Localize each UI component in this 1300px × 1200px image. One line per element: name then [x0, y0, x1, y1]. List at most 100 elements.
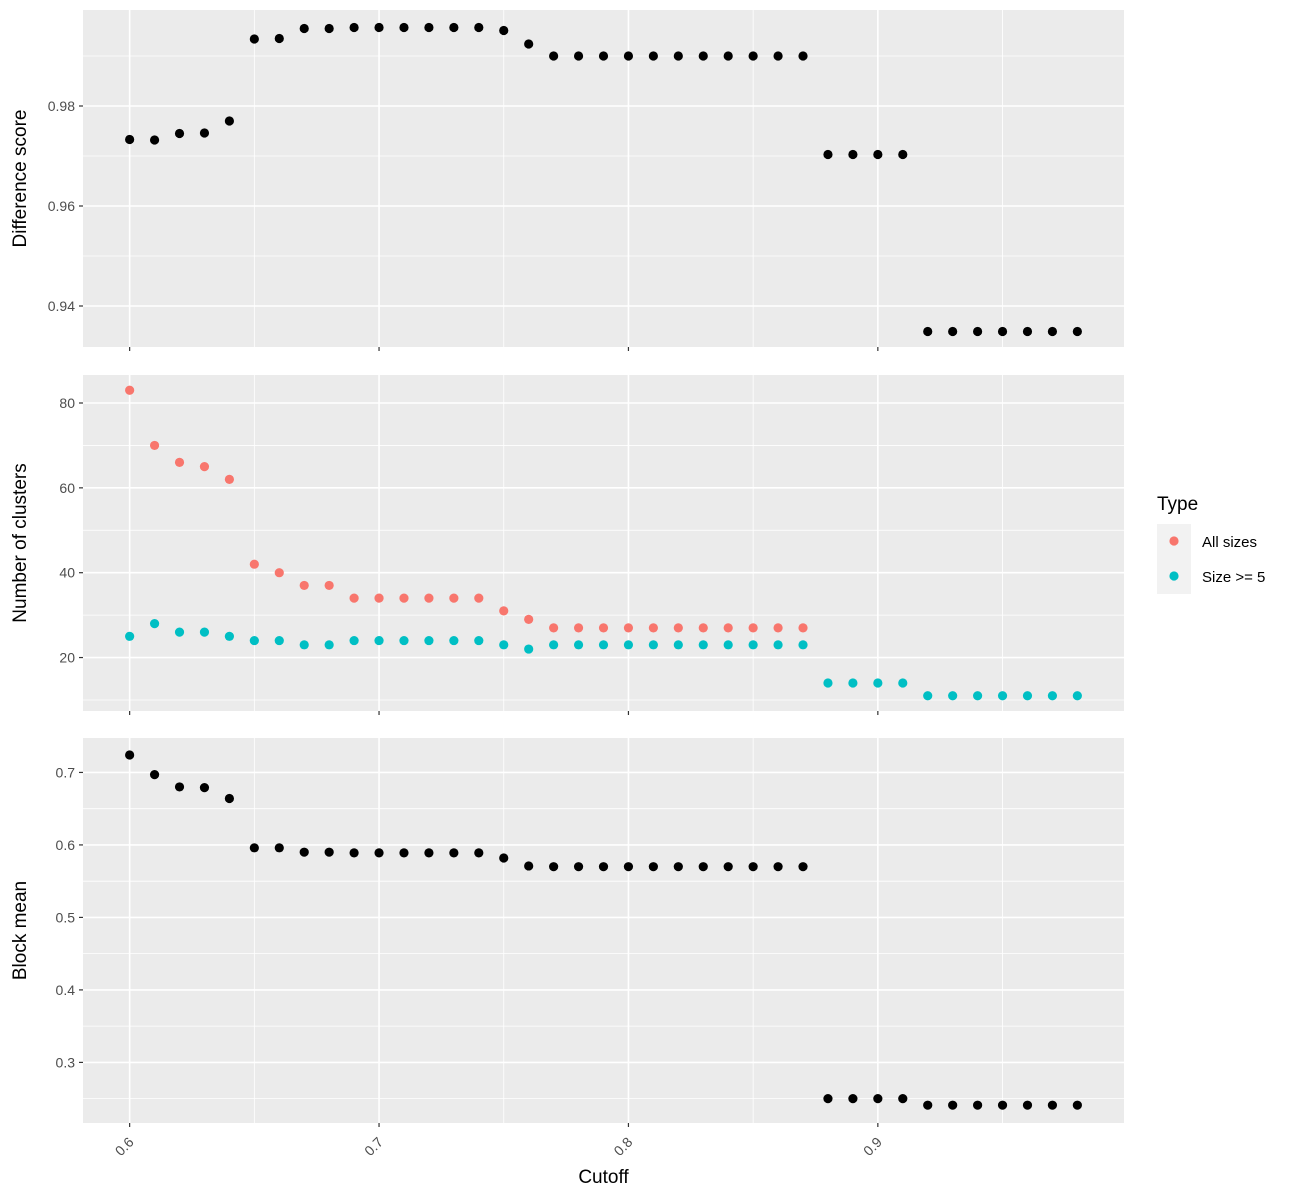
panel-background [83, 375, 1124, 711]
data-point [174, 627, 185, 637]
data-point [923, 326, 933, 337]
panels-group: 0.94 0.96 0.98 Difference score 20 40 60 80 Numb… [10, 10, 1124, 1159]
data-point [524, 614, 534, 624]
data-point [274, 568, 284, 578]
data-point [573, 862, 584, 872]
y-tick-label: 0.4 [56, 982, 76, 998]
data-point [549, 640, 559, 650]
data-point [499, 25, 509, 36]
y-axis-title: Difference score [10, 110, 31, 248]
data-point [623, 640, 634, 650]
data-point [1072, 691, 1082, 701]
x-tick-label: 0.6 [112, 1134, 137, 1159]
panel-1: 0.94 0.96 0.98 Difference score [10, 10, 1124, 351]
data-point [374, 848, 384, 858]
data-point [249, 34, 259, 44]
data-point [773, 51, 783, 61]
data-point [873, 678, 883, 688]
data-point [399, 635, 409, 646]
data-point [598, 862, 609, 872]
data-point [349, 22, 359, 33]
data-point [573, 623, 584, 633]
series-1 [125, 385, 808, 633]
data-point [848, 1094, 858, 1104]
y-tick-label: 0.7 [56, 764, 76, 780]
data-point [898, 678, 908, 688]
legend-label: All sizes [1202, 534, 1257, 551]
data-point [299, 580, 309, 591]
data-point [374, 593, 384, 603]
data-point [149, 440, 160, 451]
x-tick-label: 0.9 [860, 1134, 885, 1159]
data-point [324, 847, 334, 857]
data-point [623, 862, 634, 872]
data-point [249, 635, 259, 646]
legend-label: Size >= 5 [1202, 569, 1265, 586]
panel-2: 20 40 60 80 Number of clusters [10, 375, 1124, 715]
data-point [474, 22, 484, 33]
data-point [125, 385, 135, 395]
data-point [798, 640, 808, 650]
panel-3: 0.3 0.4 0.5 0.6 0.7 Block mean [10, 738, 1124, 1127]
data-point [174, 457, 185, 467]
data-point [1047, 326, 1058, 337]
y-tick-label: 0.3 [56, 1054, 76, 1070]
legend: Type All sizes Size >= 5 [1157, 494, 1265, 594]
data-point [948, 1100, 958, 1110]
data-point [549, 862, 559, 872]
series-1 [125, 750, 1082, 1110]
data-point [274, 33, 284, 44]
y-tick-label: 40 [59, 565, 75, 581]
data-point [997, 1100, 1008, 1110]
data-point [648, 640, 658, 650]
data-point [848, 678, 858, 688]
data-point [673, 640, 683, 650]
data-point [449, 635, 459, 646]
data-point [773, 640, 783, 650]
panel-background [83, 738, 1124, 1123]
data-point [623, 51, 634, 61]
data-point [997, 326, 1008, 337]
data-point [997, 691, 1008, 701]
data-point [798, 862, 808, 872]
data-point [823, 149, 833, 160]
data-point [399, 848, 409, 858]
legend-key-point [1169, 536, 1179, 546]
data-point [424, 848, 434, 858]
data-point [374, 635, 384, 646]
data-point [698, 51, 708, 61]
y-tick-label: 20 [59, 650, 75, 666]
data-point [224, 116, 234, 126]
data-point [673, 623, 683, 633]
data-point [399, 22, 409, 33]
data-point [648, 51, 658, 61]
legend-entries: All sizes Size >= 5 [1157, 524, 1265, 594]
legend-key-point [1169, 571, 1179, 581]
data-point [698, 862, 708, 872]
data-point [898, 1094, 908, 1104]
data-point [349, 593, 359, 603]
data-point [499, 640, 509, 650]
y-tick-label: 0.96 [48, 198, 75, 214]
legend-title: Type [1157, 494, 1198, 515]
data-point [474, 635, 484, 646]
data-point [299, 23, 309, 34]
data-point [773, 623, 783, 633]
data-point [798, 623, 808, 633]
data-point [673, 51, 683, 61]
data-point [349, 635, 359, 646]
data-point [524, 644, 534, 654]
data-point [449, 848, 459, 858]
data-point [948, 691, 958, 701]
data-point [149, 770, 160, 780]
data-point [1022, 1100, 1033, 1110]
data-point [249, 559, 259, 569]
data-point [948, 326, 958, 337]
data-point [973, 326, 983, 337]
y-tick-label: 0.6 [56, 837, 76, 853]
data-point [1047, 691, 1058, 701]
data-point [723, 640, 733, 650]
data-point [923, 1100, 933, 1110]
data-point [474, 848, 484, 858]
y-tick-label: 0.94 [48, 298, 75, 314]
